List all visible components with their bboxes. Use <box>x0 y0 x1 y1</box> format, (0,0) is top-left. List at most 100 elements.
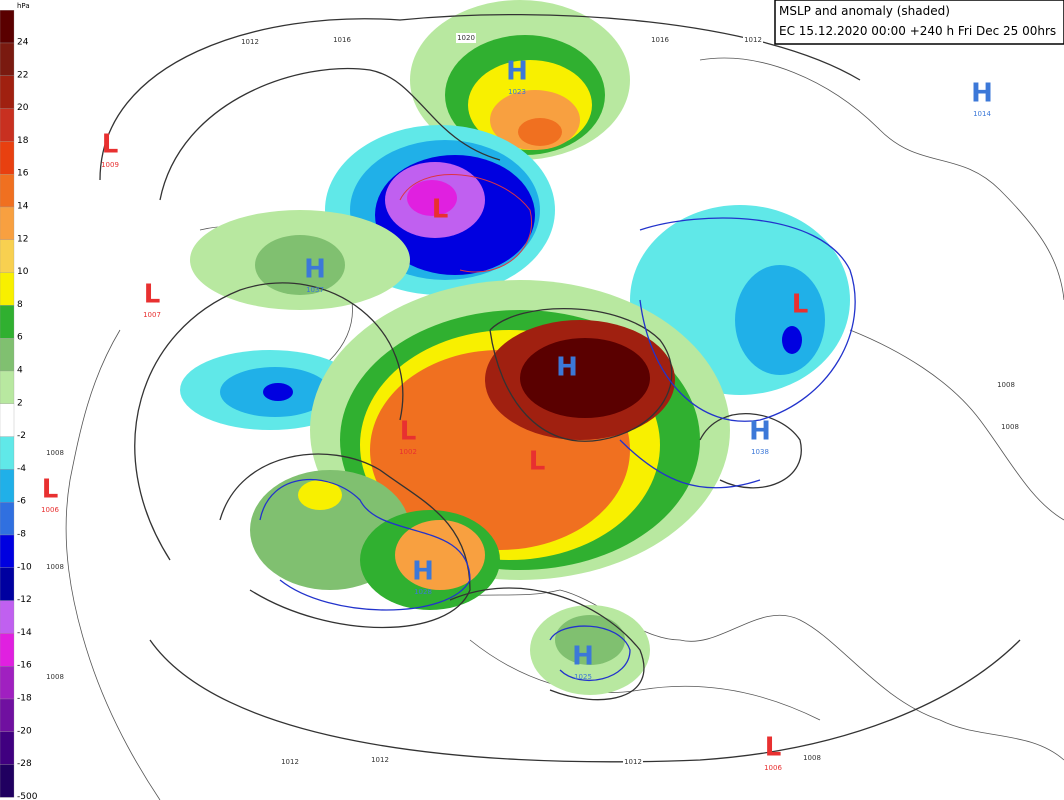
center-letter: L <box>144 280 161 310</box>
isobar-label-bg <box>45 562 65 572</box>
isobar-label: 1012 <box>624 758 642 766</box>
center-letter: L <box>792 290 809 320</box>
isobar-label: 1016 <box>651 36 669 44</box>
isobar-label-bg <box>650 35 670 45</box>
legend-swatch <box>0 567 15 601</box>
legend-unit: hPa <box>17 2 30 10</box>
center-value: 1006 <box>764 764 782 772</box>
isobar-label-bg <box>802 753 822 763</box>
legend-label: -500 <box>17 792 38 800</box>
center-letter: H <box>304 255 326 285</box>
isobar-label: 1012 <box>281 758 299 766</box>
legend-label: -12 <box>17 595 32 605</box>
center-letter: L <box>432 195 449 225</box>
center-value: 1007 <box>143 311 161 319</box>
anomaly-shading <box>180 0 850 695</box>
legend-label: 12 <box>17 234 28 244</box>
legend-swatch <box>0 108 15 142</box>
legend-label: 8 <box>17 300 23 310</box>
center-value: 1009 <box>101 161 119 169</box>
isobar-label-bg <box>623 757 643 767</box>
legend-swatch <box>0 10 15 44</box>
legend-swatch <box>0 469 15 503</box>
center-letter: H <box>572 642 594 672</box>
isobar-label: 1008 <box>46 563 64 571</box>
isobar-label-bg <box>240 37 260 47</box>
center-letter: H <box>749 417 771 447</box>
isobar-label-bg <box>45 672 65 682</box>
legend-swatch <box>0 403 15 437</box>
legend-swatch <box>0 731 15 765</box>
legend-swatch <box>0 75 15 109</box>
isobar-label: 1020 <box>457 34 475 42</box>
isobar-label-bg <box>1000 422 1020 432</box>
legend-label: -18 <box>17 694 32 704</box>
center-letter: H <box>412 557 434 587</box>
anomaly-contours <box>259 217 856 682</box>
legend-label: -4 <box>17 464 26 474</box>
isobar-label: 1012 <box>241 38 259 46</box>
center-letter: H <box>971 79 993 109</box>
header-subtitle: EC 15.12.2020 00:00 +240 h Fri Dec 25 00… <box>779 24 1056 38</box>
legend-label: 2 <box>17 398 23 408</box>
legend-label: -14 <box>17 628 32 638</box>
legend-swatch <box>0 698 15 732</box>
legend-label: -8 <box>17 530 26 540</box>
legend: 24 22 20 18 16 14 12 10 8 6 4 2 -2 -4 -6 -8 -10 -12 -14 -16… <box>0 10 38 800</box>
isobar-label-bg <box>743 35 763 45</box>
isobar-label: 1016 <box>333 36 351 44</box>
center-value: 1028 <box>414 588 432 596</box>
center-value: 1002 <box>399 448 417 456</box>
isobar-label: 1008 <box>997 381 1015 389</box>
header-title: MSLP and anomaly (shaded) <box>779 4 950 18</box>
isobar-label-bg <box>370 755 390 765</box>
isobar-label: 1008 <box>46 449 64 457</box>
center-value: 1023 <box>508 88 526 96</box>
legend-label: 18 <box>17 136 29 146</box>
legend-swatch <box>0 272 15 306</box>
center-value: 1037 <box>306 286 324 294</box>
legend-label: 16 <box>17 169 29 179</box>
center-value: 1006 <box>41 506 59 514</box>
center-letter: L <box>102 130 119 160</box>
isobar-label-bg <box>332 35 352 45</box>
legend-label: -2 <box>17 431 26 441</box>
legend-label: 6 <box>17 333 23 343</box>
center-value: 1025 <box>574 673 592 681</box>
legend-label: 10 <box>17 267 29 277</box>
legend-label: 14 <box>17 202 29 212</box>
center-letter: L <box>765 733 782 763</box>
legend-swatch <box>0 141 15 175</box>
header-box <box>774 0 1064 45</box>
legend-label: 4 <box>17 366 23 376</box>
legend-swatch <box>0 370 15 404</box>
legend-label: 20 <box>17 103 29 113</box>
legend-swatch <box>0 206 15 240</box>
legend-swatch <box>0 633 15 667</box>
legend-label: -20 <box>17 726 32 736</box>
isobar-label-bg <box>280 757 300 767</box>
legend-swatch <box>0 600 15 634</box>
legend-swatch <box>0 764 15 798</box>
legend-swatch <box>0 239 15 273</box>
legend-swatch <box>0 666 15 700</box>
center-letter: L <box>529 447 546 477</box>
center-letter: L <box>42 475 59 505</box>
center-letter: H <box>556 353 578 383</box>
legend-label: -16 <box>17 661 32 671</box>
center-letter: H <box>506 57 528 87</box>
legend-swatch <box>0 42 15 76</box>
center-letter: L <box>400 417 417 447</box>
isobar-label: 1008 <box>46 673 64 681</box>
isobar-labels: 1012 1016 1020 1016 1012 1008 1008 1012 1012 1012… <box>45 33 1020 767</box>
legend-swatch <box>0 436 15 470</box>
legend-swatch <box>0 534 15 568</box>
legend-swatch <box>0 502 15 536</box>
isobar-label-bg <box>996 380 1016 390</box>
legend-swatch <box>0 338 15 372</box>
center-value: 1038 <box>751 448 769 456</box>
legend-swatch <box>0 305 15 339</box>
legend-label: -10 <box>17 562 32 572</box>
